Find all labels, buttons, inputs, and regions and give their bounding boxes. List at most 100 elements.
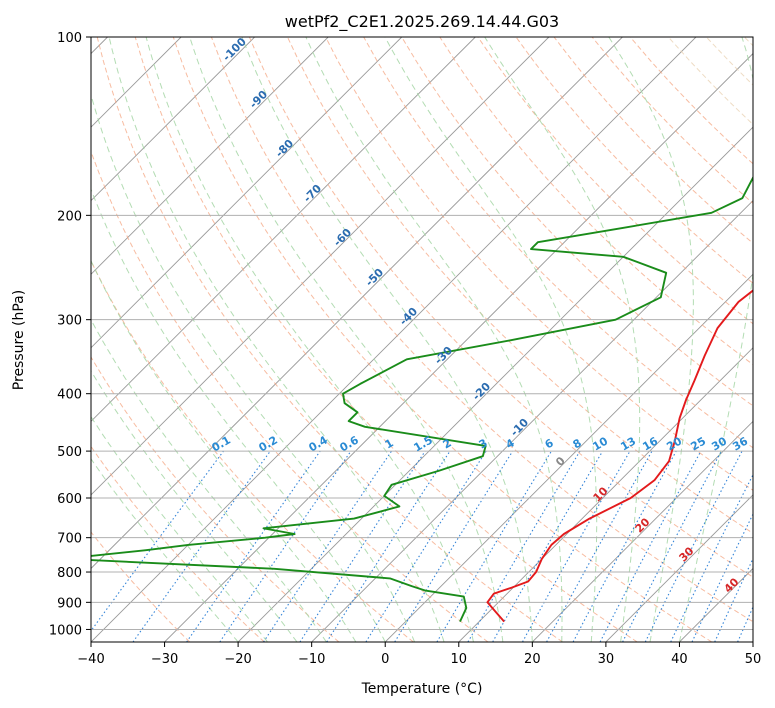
moist-adiabat-line	[108, 37, 445, 642]
moist-adiabat-line	[91, 415, 268, 642]
dewpoint-profile-line	[91, 175, 753, 622]
moist-adiabat-line	[384, 37, 598, 642]
y-axis-label: Pressure (hPa)	[11, 290, 27, 390]
pressure-gridlines	[91, 37, 753, 630]
isotherm-line	[458, 347, 753, 642]
moist-adiabat-line	[145, 37, 474, 642]
isotherm-line	[605, 494, 753, 642]
dry-adiabat-line	[96, 37, 563, 642]
isotherm-line	[752, 641, 753, 642]
mixing-ratio-line	[186, 450, 321, 642]
moist-adiabat-line	[91, 188, 386, 642]
chart-title: wetPf2_C2E1.2025.269.14.44.G03	[285, 12, 559, 32]
isotherm-line	[91, 37, 255, 202]
dry-adiabat-line	[210, 37, 753, 623]
x-tick-label: −20	[224, 652, 251, 667]
mixing-ratio-label: 30	[709, 434, 729, 453]
mixing-ratio-line	[670, 473, 753, 642]
isotherm-line	[91, 37, 329, 275]
mixing-ratio-label: 3	[477, 436, 490, 451]
isotherm-line	[237, 126, 753, 642]
moist-adiabat-line	[91, 457, 239, 642]
x-tick-label: −10	[298, 652, 325, 667]
moist-adiabat-line	[608, 37, 694, 642]
mixing-ratio-line	[760, 451, 775, 642]
mixing-ratio-label: 13	[618, 435, 638, 454]
isotherm-label: -70	[301, 182, 324, 205]
isotherm-label: 40	[722, 575, 742, 595]
mixing-ratio-line	[572, 450, 677, 642]
isotherm-label: -10	[508, 416, 531, 439]
mixing-ratio-line	[714, 557, 753, 642]
y-tick-label: 100	[57, 31, 82, 46]
isotherm-label: -30	[432, 344, 455, 367]
sounding-profiles	[91, 175, 753, 623]
mixing-ratio-line	[467, 450, 581, 642]
dry-adiabat-line	[91, 531, 191, 642]
dry-adiabat-line	[248, 37, 753, 578]
dry-adiabat-line	[705, 37, 753, 86]
dry-adiabat-line	[515, 37, 753, 284]
moist-adiabat-line	[91, 369, 298, 642]
mixing-ratio-line	[691, 512, 753, 642]
mixing-ratio-label: 25	[688, 435, 708, 454]
background-lines	[91, 37, 775, 642]
isotherm-label: -100	[220, 35, 249, 64]
moist-adiabat-line	[305, 37, 563, 642]
isotherm-label: -90	[247, 88, 270, 111]
isotherm-line	[532, 420, 753, 642]
y-tick-label: 500	[57, 445, 82, 460]
isotherm-label: 20	[633, 515, 653, 535]
isotherm-line	[91, 37, 403, 349]
temperature-profile-line	[486, 289, 753, 623]
dry-adiabat-line	[439, 37, 753, 366]
mixing-ratio-line	[546, 450, 653, 642]
x-tick-label: 0	[381, 652, 389, 667]
isopleth-labels: -100-90-80-70-60-50-40-30-20-10010203040…	[210, 35, 751, 596]
mixing-ratio-line	[326, 450, 451, 642]
moist-adiabat-line	[189, 37, 504, 642]
dry-adiabat-line	[91, 356, 340, 642]
y-tick-label: 400	[57, 388, 82, 403]
isotherm-line	[91, 37, 623, 570]
isotherm-line	[91, 37, 697, 642]
isotherm-label: -40	[397, 305, 420, 328]
isotherm-line	[164, 52, 753, 642]
y-tick-label: 1000	[49, 623, 82, 638]
y-tick-label: 700	[57, 532, 82, 547]
isotherm-label: -50	[363, 266, 386, 289]
dry-adiabat-line	[744, 37, 753, 47]
mixing-ratio-line	[219, 450, 352, 642]
mixing-ratio-label: 16	[640, 434, 660, 453]
isotherm-label: 10	[591, 484, 611, 504]
isotherm-label: 30	[677, 544, 697, 564]
dry-adiabat-line	[401, 37, 753, 407]
isotherm-label: -20	[470, 380, 493, 403]
mixing-ratio-line	[394, 450, 514, 642]
x-tick-label: 10	[451, 652, 468, 667]
y-tick-label: 200	[57, 209, 82, 224]
y-tick-label: 900	[57, 596, 82, 611]
plot-frame	[90, 36, 754, 643]
x-tick-label: −30	[151, 652, 178, 667]
dry-adiabat-line	[134, 37, 638, 642]
x-tick-label: 20	[524, 652, 541, 667]
isotherm-line	[91, 37, 476, 422]
isotherm-label: -80	[273, 137, 296, 160]
mixing-ratio-line	[522, 450, 631, 642]
x-tick-label: 40	[671, 652, 688, 667]
isotherm-line	[384, 273, 753, 642]
dry-adiabat-line	[91, 150, 489, 642]
dry-adiabat-line	[91, 445, 265, 642]
moist-adiabat-line	[91, 93, 416, 642]
moist-adiabat-line	[241, 37, 533, 642]
mixing-ratio-line	[91, 450, 224, 632]
mixing-ratio-label: 36	[730, 434, 750, 453]
x-axis-label: Temperature (°C)	[361, 681, 483, 697]
mixing-ratio-line	[737, 605, 753, 642]
mixing-ratio-line	[263, 450, 392, 642]
moist-adiabat-line	[678, 37, 753, 642]
mixing-ratio-line	[132, 450, 271, 642]
x-tick-label: 30	[598, 652, 615, 667]
